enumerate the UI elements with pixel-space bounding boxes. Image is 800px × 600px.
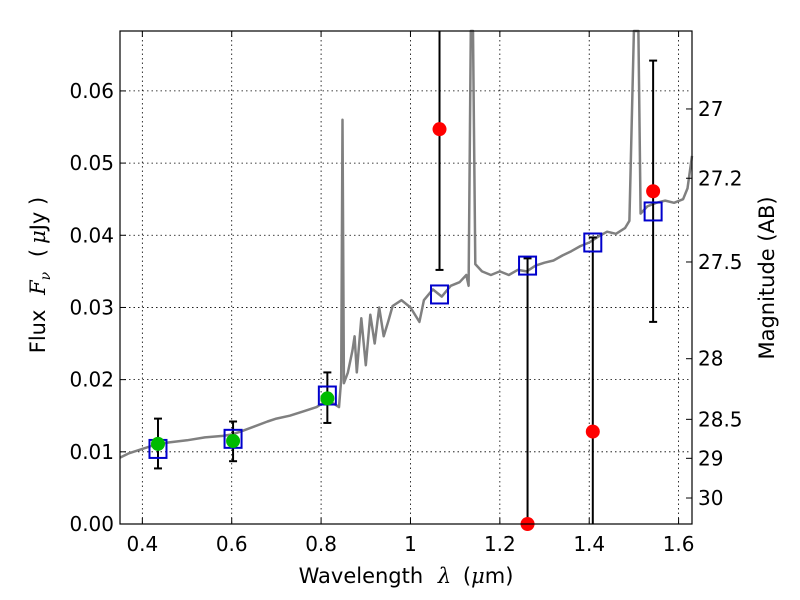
y-axis-symbol-sub: ν xyxy=(38,271,54,280)
y-axis-title: Flux Fν ( μJy ) xyxy=(26,197,55,353)
y-tick-label: 0.04 xyxy=(69,223,114,247)
model-spectrum xyxy=(119,29,694,459)
model-box xyxy=(643,201,663,222)
axis-ticks: 0.4 0.6 0.8 1 1.2 1.4 1.6 0.00 0.01 0.02 0.03 0.04 0… xyxy=(69,31,743,556)
grid xyxy=(120,31,692,524)
model-box xyxy=(430,284,450,305)
y2-tick-label: 29 xyxy=(698,446,723,470)
x-tick-label: 0.4 xyxy=(126,532,158,556)
model-photometry-boxes xyxy=(148,201,663,459)
y-tick-label: 0.06 xyxy=(69,79,114,103)
y-tick-label: 0.02 xyxy=(69,368,114,392)
y-axis-unit-mu: μ xyxy=(26,230,50,244)
y-axis-label: Flux xyxy=(26,310,50,354)
detection-point xyxy=(320,391,335,406)
detection-point xyxy=(226,433,241,448)
plot-frame xyxy=(119,30,693,525)
y-tick-label: 0.05 xyxy=(69,151,114,175)
y-axis-unit-rest: Jy ) xyxy=(26,197,50,233)
upper-point xyxy=(432,122,447,137)
x-axis-unit-mu: μ xyxy=(471,564,485,588)
model-box xyxy=(583,232,603,253)
x-tick-label: 1.2 xyxy=(484,532,516,556)
y-tick-label: 0.00 xyxy=(69,512,114,536)
upper-point xyxy=(646,184,661,199)
y2-tick-label: 27.5 xyxy=(698,250,743,274)
y-tick-label: 0.01 xyxy=(69,440,114,464)
y-axis-symbol: F xyxy=(26,279,50,296)
y2-tick-label: 28.5 xyxy=(698,407,743,431)
x-axis-unit-open: ( xyxy=(463,564,471,588)
x-tick-label: 1.6 xyxy=(663,532,695,556)
detection-point xyxy=(150,436,165,451)
y2-axis-title: Magnitude (AB) xyxy=(755,196,779,359)
x-axis-symbol: λ xyxy=(437,564,451,588)
y-tick-label: 0.03 xyxy=(69,295,114,319)
upper-point xyxy=(585,424,600,439)
x-tick-label: 0.6 xyxy=(216,532,248,556)
y2-tick-label: 27 xyxy=(698,97,723,121)
spectrum-line xyxy=(119,29,694,459)
x-tick-label: 0.8 xyxy=(305,532,337,556)
y2-tick-label: 27.2 xyxy=(698,166,743,190)
x-axis-label: Wavelength xyxy=(299,564,424,588)
x-axis-unit-rest: m) xyxy=(485,564,514,588)
y2-tick-label: 30 xyxy=(698,486,723,510)
error-bars xyxy=(153,31,658,524)
x-axis-title: Wavelength λ (μm) xyxy=(299,564,514,588)
y2-tick-label: 28 xyxy=(698,347,723,371)
x-tick-label: 1.4 xyxy=(573,532,605,556)
y-axis-unit-open: ( xyxy=(26,249,50,257)
x-tick-label: 1 xyxy=(404,532,417,556)
model-box xyxy=(518,255,538,276)
observed-points xyxy=(150,122,661,531)
